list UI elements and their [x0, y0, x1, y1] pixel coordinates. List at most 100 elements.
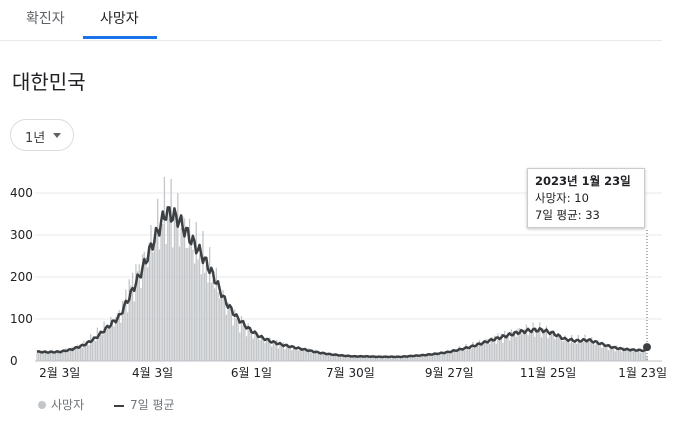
- death-bar: [272, 341, 274, 361]
- death-bar: [224, 302, 226, 361]
- death-bar: [125, 289, 127, 361]
- death-bar: [205, 264, 207, 361]
- death-bar: [267, 340, 269, 361]
- death-bar: [245, 336, 248, 361]
- death-bar: [178, 246, 181, 361]
- death-bar: [505, 334, 507, 361]
- death-bar: [378, 356, 380, 361]
- death-bar: [165, 244, 167, 361]
- death-bar: [307, 348, 310, 361]
- death-bar: [604, 345, 606, 361]
- death-bar: [338, 356, 340, 361]
- death-bar: [257, 338, 259, 361]
- death-bar: [498, 336, 501, 361]
- death-bar: [84, 343, 87, 361]
- death-bar: [232, 325, 234, 361]
- death-bar: [215, 267, 218, 361]
- death-bar: [95, 341, 97, 361]
- death-bar: [282, 342, 285, 361]
- death-bar: [507, 332, 509, 361]
- death-bar: [195, 221, 197, 361]
- death-bar: [508, 340, 511, 361]
- death-bar: [371, 356, 373, 361]
- death-bar: [225, 314, 228, 361]
- death-bar: [497, 333, 499, 361]
- death-bar: [555, 336, 558, 361]
- death-bar: [78, 345, 80, 361]
- death-bar: [515, 337, 517, 361]
- death-bar: [356, 356, 358, 361]
- death-bar: [351, 357, 353, 361]
- death-bar: [448, 352, 450, 361]
- death-bar: [359, 355, 362, 361]
- death-bar: [316, 353, 318, 361]
- death-bar: [123, 301, 125, 361]
- death-bar: [567, 340, 569, 361]
- death-bar: [503, 330, 506, 361]
- death-bar: [401, 356, 404, 361]
- death-bar: [381, 356, 383, 361]
- death-bar: [188, 218, 191, 361]
- death-bar: [219, 298, 221, 361]
- death-bar: [594, 344, 596, 361]
- death-bar: [66, 351, 68, 361]
- death-bar: [643, 350, 645, 361]
- death-bar: [304, 350, 306, 361]
- tooltip-average: 7일 평균: 33: [535, 208, 600, 222]
- death-bar: [535, 328, 538, 361]
- death-bar: [152, 252, 154, 361]
- death-bar: [369, 356, 372, 361]
- death-bar: [281, 344, 283, 361]
- death-bar: [363, 356, 365, 361]
- death-bar: [514, 332, 516, 361]
- death-bar: [366, 355, 368, 361]
- y-tick-label: 100: [10, 312, 33, 326]
- death-bar: [391, 356, 393, 361]
- death-bar: [53, 353, 55, 361]
- death-bar: [301, 347, 303, 361]
- death-bar: [562, 341, 564, 361]
- death-bar: [599, 344, 601, 361]
- death-bar: [379, 356, 382, 361]
- death-bar: [180, 228, 182, 361]
- death-bar: [490, 337, 492, 361]
- tab-deaths[interactable]: 사망자: [100, 11, 139, 27]
- legend-dot-icon: [38, 401, 46, 409]
- death-bar: [458, 346, 461, 361]
- death-bar: [100, 331, 102, 361]
- death-bar: [425, 355, 427, 361]
- death-bar: [510, 329, 512, 361]
- death-bar: [88, 345, 90, 361]
- death-bar: [534, 336, 536, 361]
- death-bar: [564, 335, 566, 361]
- death-bar: [106, 328, 109, 361]
- death-bar: [110, 316, 112, 361]
- death-bar: [547, 338, 549, 361]
- death-bar: [71, 346, 73, 361]
- death-bar: [41, 352, 43, 361]
- death-bar: [326, 354, 328, 361]
- death-bar: [431, 354, 434, 361]
- legend-deaths-label: 사망자: [51, 398, 85, 412]
- death-bar: [131, 272, 134, 361]
- death-bar: [250, 331, 253, 361]
- death-bar: [126, 312, 129, 361]
- death-bar: [549, 331, 551, 361]
- death-bar: [569, 343, 571, 361]
- death-bar: [192, 249, 194, 361]
- death-bar: [130, 285, 132, 361]
- range-selector-button[interactable]: 1년: [10, 119, 74, 151]
- death-bar: [565, 341, 568, 361]
- death-bar: [495, 343, 497, 361]
- death-bar: [56, 352, 58, 361]
- tab-cases[interactable]: 확진자: [26, 11, 65, 27]
- death-bar: [291, 350, 293, 361]
- death-bar: [103, 321, 105, 361]
- death-bar: [477, 345, 479, 361]
- death-bar: [48, 351, 50, 361]
- death-bar: [234, 309, 236, 361]
- death-bar: [529, 329, 531, 361]
- death-bar: [289, 345, 291, 361]
- death-bar: [537, 330, 539, 361]
- death-bar: [46, 353, 48, 361]
